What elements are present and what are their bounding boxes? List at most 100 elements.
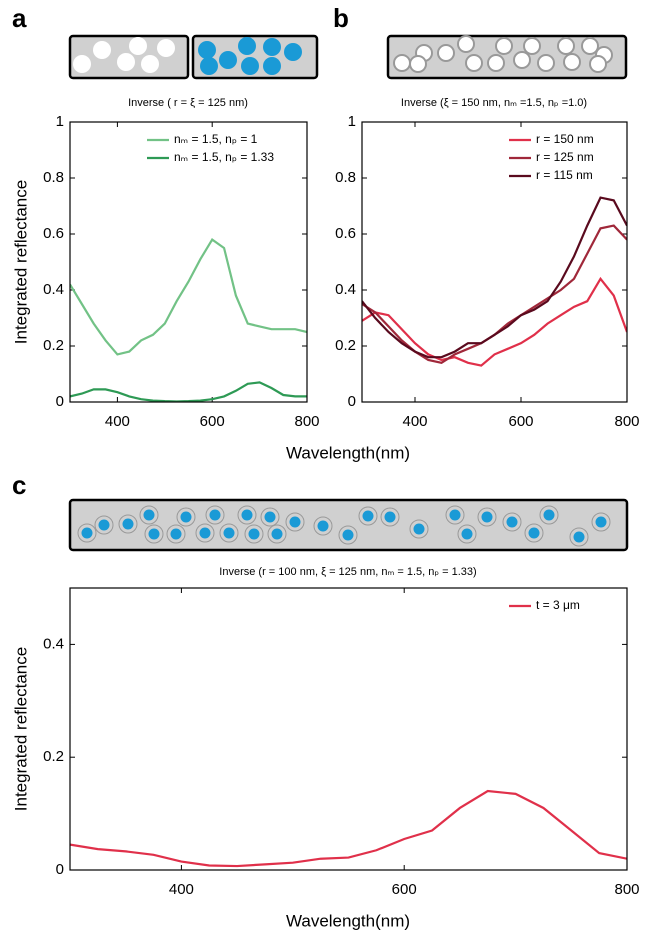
particle — [409, 55, 427, 73]
panel-label: b — [333, 3, 349, 33]
particle — [219, 51, 237, 69]
particle — [495, 37, 513, 55]
y-tick-label: 0.4 — [335, 281, 356, 298]
particle-core — [384, 511, 396, 523]
y-tick-label: 0.2 — [43, 748, 64, 765]
particle-core — [199, 527, 211, 539]
x-axis-label: Wavelength(nm) — [286, 911, 410, 930]
particle — [200, 57, 218, 75]
series-line — [70, 238, 307, 356]
particle-core — [98, 519, 110, 531]
particle-core — [362, 510, 374, 522]
y-tick-label: 1 — [348, 113, 356, 130]
y-tick-label: 0.2 — [43, 337, 64, 354]
particle — [465, 54, 483, 72]
particle-core — [528, 527, 540, 539]
particle-core — [248, 528, 260, 540]
particle — [238, 37, 256, 55]
panel-label: a — [12, 3, 27, 33]
y-tick-label: 0.8 — [43, 169, 64, 186]
x-tick-label: 800 — [294, 413, 319, 430]
particle — [263, 38, 281, 56]
particle — [117, 53, 135, 71]
particle-core — [81, 527, 93, 539]
legend-label: nₘ = 1.5, nₚ = 1 — [174, 132, 258, 146]
particle-core — [122, 518, 134, 530]
plot-frame — [361, 121, 628, 403]
particle — [157, 39, 175, 57]
panel-label: c — [12, 470, 26, 500]
x-tick-label: 800 — [614, 881, 639, 898]
particle-core — [271, 528, 283, 540]
particle — [457, 35, 475, 53]
series-line — [362, 276, 627, 367]
legend-label: nₘ = 1.5, nₚ = 1.33 — [174, 150, 274, 164]
series-line — [70, 789, 627, 868]
particle-core — [413, 523, 425, 535]
x-tick-label: 600 — [200, 413, 225, 430]
y-tick-label: 0.2 — [335, 337, 356, 354]
series-line — [70, 381, 307, 402]
plot-frame — [69, 121, 308, 403]
y-tick-label: 0.4 — [43, 635, 64, 652]
y-tick-label: 0.6 — [43, 225, 64, 242]
particle-core — [481, 511, 493, 523]
y-tick-label: 0.4 — [43, 281, 64, 298]
particle-core — [143, 509, 155, 521]
x-tick-label: 600 — [392, 881, 417, 898]
particle — [589, 55, 607, 73]
particle-core — [170, 528, 182, 540]
particle-core — [342, 529, 354, 541]
x-tick-label: 800 — [614, 413, 639, 430]
particle-core — [595, 516, 607, 528]
x-tick-label: 400 — [402, 413, 427, 430]
particle-core — [506, 516, 518, 528]
y-tick-label: 1 — [56, 113, 64, 130]
chart-title: Inverse (ξ = 150 nm, nₘ =1.5, nₚ =1.0) — [401, 97, 587, 109]
particle — [437, 44, 455, 62]
chart-title: Inverse (r = 100 nm, ξ = 125 nm, nₘ = 1.… — [219, 566, 476, 578]
y-axis-label: Integrated reflectance — [11, 647, 30, 811]
x-tick-label: 600 — [508, 413, 533, 430]
particle-core — [223, 527, 235, 539]
particle-core — [209, 509, 221, 521]
particle — [393, 54, 411, 72]
particle — [557, 37, 575, 55]
particle-core — [148, 528, 160, 540]
legend-label: t = 3 μm — [536, 598, 580, 612]
series-line — [362, 196, 627, 359]
x-tick-label: 400 — [169, 881, 194, 898]
particle — [581, 37, 599, 55]
y-tick-label: 0 — [56, 861, 64, 878]
y-tick-label: 0 — [348, 393, 356, 410]
particle — [537, 54, 555, 72]
particle — [487, 54, 505, 72]
schematics — [68, 34, 629, 552]
particle-core — [461, 528, 473, 540]
plot-frame — [69, 587, 628, 871]
particle — [563, 53, 581, 71]
particle — [241, 57, 259, 75]
particle-core — [449, 509, 461, 521]
particle — [129, 37, 147, 55]
particle-core — [573, 531, 585, 543]
particle-core — [317, 520, 329, 532]
particle-core — [543, 509, 555, 521]
particle — [73, 55, 91, 73]
legend-label: r = 115 nm — [536, 168, 593, 182]
y-axis-label: Integrated reflectance — [11, 180, 30, 344]
particle — [263, 57, 281, 75]
particle-core — [264, 511, 276, 523]
legend-label: r = 150 nm — [536, 132, 594, 146]
chart-title: Inverse ( r = ξ = 125 nm) — [128, 97, 248, 109]
particle — [198, 41, 216, 59]
particle-core — [289, 516, 301, 528]
particle — [523, 37, 541, 55]
x-tick-label: 400 — [105, 413, 130, 430]
particle-core — [180, 511, 192, 523]
legend-label: r = 125 nm — [536, 150, 594, 164]
particle — [284, 43, 302, 61]
particle — [513, 51, 531, 69]
particle — [93, 41, 111, 59]
